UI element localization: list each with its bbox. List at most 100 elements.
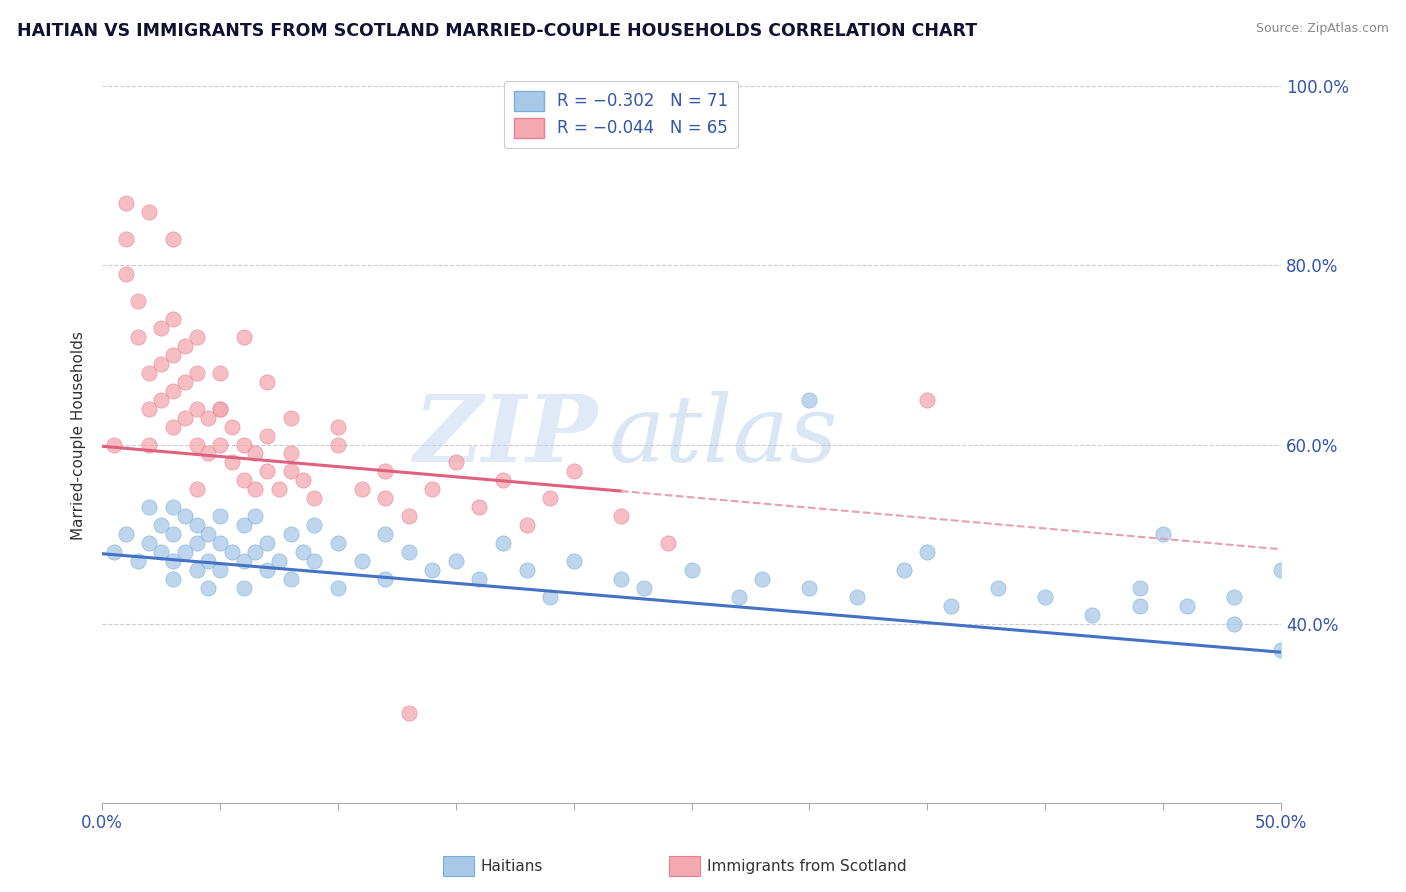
- Point: [186, 518, 208, 533]
- Point: [1223, 616, 1246, 631]
- Point: [162, 419, 184, 434]
- Point: [197, 410, 219, 425]
- Legend: R = −0.302   N = 71, R = −0.044   N = 65: R = −0.302 N = 71, R = −0.044 N = 65: [503, 80, 738, 148]
- Point: [186, 563, 208, 577]
- Point: [209, 366, 232, 380]
- Point: [398, 545, 420, 559]
- Point: [256, 563, 278, 577]
- Point: [114, 268, 136, 282]
- Point: [173, 509, 195, 524]
- Point: [197, 581, 219, 595]
- Point: [1175, 599, 1198, 613]
- Text: ZIP: ZIP: [413, 391, 598, 481]
- Point: [256, 536, 278, 550]
- Point: [103, 545, 125, 559]
- Point: [917, 545, 939, 559]
- Point: [1033, 590, 1056, 604]
- Point: [256, 464, 278, 478]
- Point: [492, 536, 515, 550]
- Point: [173, 545, 195, 559]
- Point: [232, 554, 254, 568]
- Point: [150, 518, 173, 533]
- Point: [633, 581, 655, 595]
- Point: [280, 572, 302, 586]
- Point: [209, 401, 232, 416]
- Y-axis label: Married-couple Households: Married-couple Households: [72, 331, 86, 540]
- Point: [232, 437, 254, 451]
- Point: [162, 500, 184, 515]
- Point: [727, 590, 749, 604]
- Point: [326, 419, 349, 434]
- Point: [150, 392, 173, 407]
- Point: [138, 401, 160, 416]
- Point: [374, 527, 396, 541]
- Point: [162, 527, 184, 541]
- Point: [232, 518, 254, 533]
- Point: [516, 563, 538, 577]
- Point: [291, 473, 314, 487]
- Point: [173, 375, 195, 389]
- Point: [162, 348, 184, 362]
- Point: [162, 384, 184, 398]
- Point: [326, 536, 349, 550]
- Point: [267, 483, 290, 497]
- Point: [304, 518, 326, 533]
- Point: [221, 419, 243, 434]
- Point: [114, 195, 136, 210]
- Point: [138, 366, 160, 380]
- Point: [374, 464, 396, 478]
- Point: [681, 563, 703, 577]
- Point: [326, 581, 349, 595]
- Point: [326, 437, 349, 451]
- Point: [398, 509, 420, 524]
- Point: [256, 375, 278, 389]
- Point: [420, 483, 443, 497]
- Point: [197, 554, 219, 568]
- Point: [420, 563, 443, 577]
- Point: [538, 491, 561, 506]
- Point: [987, 581, 1010, 595]
- Point: [138, 500, 160, 515]
- Point: [103, 437, 125, 451]
- Point: [799, 581, 821, 595]
- Point: [221, 545, 243, 559]
- Point: [610, 509, 633, 524]
- Point: [127, 554, 149, 568]
- Point: [256, 428, 278, 442]
- Point: [209, 563, 232, 577]
- Point: [150, 321, 173, 335]
- Point: [221, 455, 243, 469]
- Point: [538, 590, 561, 604]
- Point: [917, 392, 939, 407]
- Point: [304, 554, 326, 568]
- Point: [245, 545, 267, 559]
- Point: [280, 464, 302, 478]
- Point: [127, 294, 149, 309]
- Point: [350, 483, 373, 497]
- Point: [245, 446, 267, 460]
- Point: [1270, 643, 1292, 657]
- Point: [245, 483, 267, 497]
- Point: [751, 572, 773, 586]
- Point: [1223, 590, 1246, 604]
- Point: [657, 536, 679, 550]
- Point: [610, 572, 633, 586]
- Point: [1128, 599, 1150, 613]
- Point: [516, 518, 538, 533]
- Point: [267, 554, 290, 568]
- Point: [492, 473, 515, 487]
- Point: [209, 536, 232, 550]
- Point: [893, 563, 915, 577]
- Point: [197, 446, 219, 460]
- Point: [173, 410, 195, 425]
- Point: [162, 312, 184, 326]
- Point: [232, 581, 254, 595]
- Point: [186, 401, 208, 416]
- Point: [1128, 581, 1150, 595]
- Point: [291, 545, 314, 559]
- Point: [150, 357, 173, 371]
- Point: [245, 509, 267, 524]
- Point: [799, 392, 821, 407]
- Text: Immigrants from Scotland: Immigrants from Scotland: [707, 859, 907, 873]
- Point: [280, 410, 302, 425]
